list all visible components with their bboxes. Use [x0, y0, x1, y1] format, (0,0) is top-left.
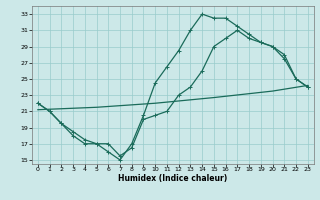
X-axis label: Humidex (Indice chaleur): Humidex (Indice chaleur): [118, 174, 228, 183]
